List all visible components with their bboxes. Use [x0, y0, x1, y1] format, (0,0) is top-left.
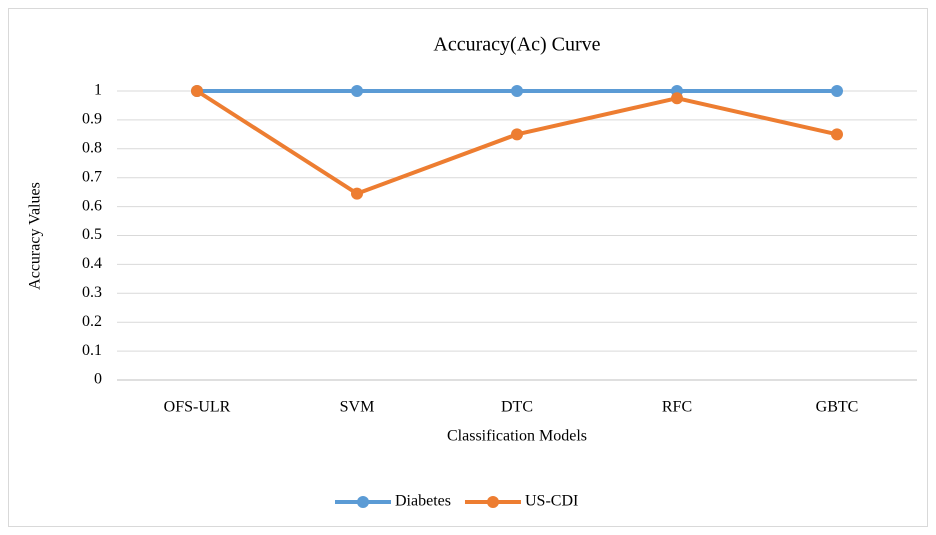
x-tick-label: GBTC [816, 399, 859, 416]
x-tick-label: SVM [340, 399, 375, 416]
y-tick-label: 0.3 [82, 284, 102, 301]
y-tick-label: 0.4 [82, 255, 102, 272]
x-tick-label: DTC [501, 399, 533, 416]
chart-title: Accuracy(Ac) Curve [433, 34, 600, 56]
x-tick-label: OFS-ULR [164, 399, 231, 416]
x-axis-label: Classification Models [447, 428, 587, 445]
data-point [511, 85, 523, 97]
y-tick-label: 0.8 [82, 139, 102, 156]
data-point [191, 85, 203, 97]
x-tick-label: RFC [662, 399, 692, 416]
chart-frame [8, 8, 928, 527]
legend-label: Diabetes [395, 493, 451, 510]
data-point [831, 128, 843, 141]
data-point [351, 85, 363, 97]
data-point [671, 92, 683, 105]
legend-label: US-CDI [525, 493, 578, 510]
y-tick-label: 1 [94, 82, 102, 99]
y-tick-label: 0.5 [82, 226, 102, 243]
y-tick-label: 0.6 [82, 197, 102, 214]
y-tick-label: 0.9 [82, 111, 102, 128]
y-tick-label: 0.2 [82, 313, 102, 330]
legend-marker [357, 496, 369, 508]
y-tick-label: 0.1 [82, 342, 102, 359]
data-point [511, 128, 523, 141]
legend-marker [486, 496, 499, 508]
y-tick-label: 0.7 [82, 168, 102, 185]
data-point [831, 85, 843, 97]
y-tick-label: 0 [94, 371, 102, 388]
data-point [351, 187, 363, 200]
y-axis-label: Accuracy Values [27, 182, 44, 290]
